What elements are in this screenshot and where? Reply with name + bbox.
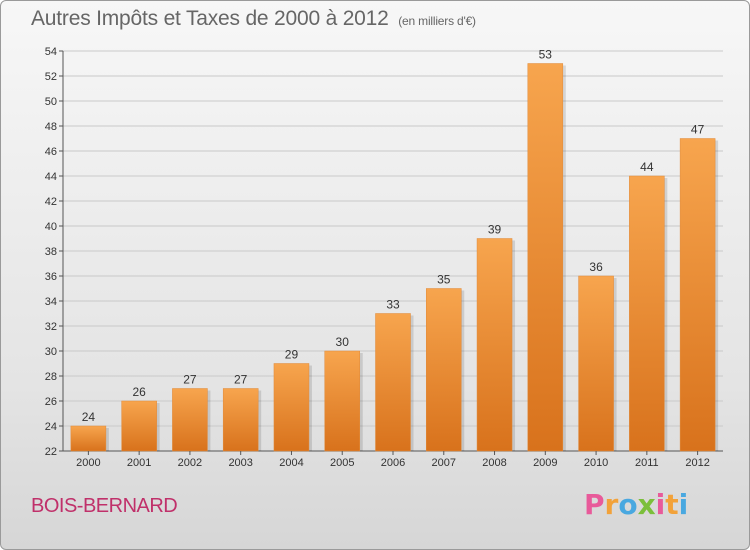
x-tick-label: 2000 bbox=[76, 457, 100, 469]
logo-letter: r bbox=[604, 488, 619, 521]
logo-letter: i bbox=[678, 488, 689, 521]
bar bbox=[679, 138, 716, 452]
x-tick-label: 2007 bbox=[432, 457, 456, 469]
bar-value-label: 27 bbox=[183, 373, 197, 387]
x-tick-label: 2006 bbox=[381, 457, 405, 469]
y-tick-label: 50 bbox=[45, 96, 57, 108]
x-tick-label: 2009 bbox=[533, 457, 557, 469]
y-tick-label: 40 bbox=[45, 221, 57, 233]
y-tick-label: 32 bbox=[45, 321, 57, 333]
bar bbox=[426, 288, 462, 452]
x-tick-label: 2003 bbox=[228, 457, 252, 469]
y-tick-label: 36 bbox=[45, 271, 57, 283]
chart-subtitle: (en milliers d'€) bbox=[398, 14, 476, 28]
y-tick-label: 22 bbox=[45, 446, 57, 458]
bar-value-label: 47 bbox=[691, 123, 705, 137]
bar bbox=[375, 313, 411, 452]
bar bbox=[476, 238, 513, 452]
chart-title: Autres Impôts et Taxes de 2000 à 2012 (e… bbox=[31, 7, 476, 31]
bar-value-label: 33 bbox=[386, 298, 400, 312]
y-tick-label: 42 bbox=[45, 196, 57, 208]
logo-letter: t bbox=[665, 488, 679, 521]
y-tick-label: 52 bbox=[45, 71, 57, 83]
bar bbox=[121, 400, 157, 452]
bar-value-label: 53 bbox=[539, 48, 553, 62]
bar-value-label: 29 bbox=[285, 348, 299, 362]
x-tick-label: 2010 bbox=[584, 457, 608, 469]
bar bbox=[273, 363, 310, 452]
bar bbox=[172, 388, 208, 452]
bar bbox=[527, 63, 564, 452]
y-tick-label: 30 bbox=[45, 346, 57, 358]
y-tick-label: 24 bbox=[45, 421, 57, 433]
x-tick-label: 2001 bbox=[127, 457, 151, 469]
y-tick-label: 28 bbox=[45, 371, 57, 383]
y-tick-label: 54 bbox=[45, 46, 57, 58]
proxiti-logo: Proxiti bbox=[584, 488, 688, 521]
y-tick-label: 46 bbox=[45, 146, 57, 158]
y-tick-label: 26 bbox=[45, 396, 57, 408]
bar-value-label: 39 bbox=[488, 223, 502, 237]
x-tick-label: 2011 bbox=[635, 457, 659, 469]
logo-letter: x bbox=[637, 488, 656, 521]
logo-letter: i bbox=[655, 488, 666, 521]
bar bbox=[70, 425, 107, 452]
x-tick-label: 2005 bbox=[330, 457, 354, 469]
logo-letter: o bbox=[618, 488, 638, 521]
bar bbox=[222, 388, 259, 452]
x-tick-label: 2012 bbox=[685, 457, 709, 469]
bar-value-label: 36 bbox=[589, 260, 603, 274]
bar bbox=[578, 275, 614, 452]
bar-value-label: 35 bbox=[437, 273, 451, 287]
logo-letter: P bbox=[584, 488, 605, 521]
chart-title-text: Autres Impôts et Taxes de 2000 à 2012 bbox=[31, 7, 389, 30]
bar-value-label: 30 bbox=[336, 335, 350, 349]
bar-value-label: 24 bbox=[82, 410, 96, 424]
bar-value-label: 27 bbox=[234, 373, 248, 387]
bar bbox=[324, 350, 360, 452]
bar-value-label: 44 bbox=[640, 160, 654, 174]
y-tick-label: 44 bbox=[45, 171, 57, 183]
x-tick-label: 2008 bbox=[482, 457, 506, 469]
y-tick-label: 48 bbox=[45, 121, 57, 133]
location-label: BOIS-BERNARD bbox=[31, 495, 178, 517]
x-tick-label: 2004 bbox=[279, 457, 303, 469]
x-tick-label: 2002 bbox=[178, 457, 202, 469]
y-tick-label: 34 bbox=[45, 296, 57, 308]
bar bbox=[629, 175, 665, 452]
bar-value-label: 26 bbox=[132, 385, 146, 399]
y-tick-label: 38 bbox=[45, 246, 57, 258]
